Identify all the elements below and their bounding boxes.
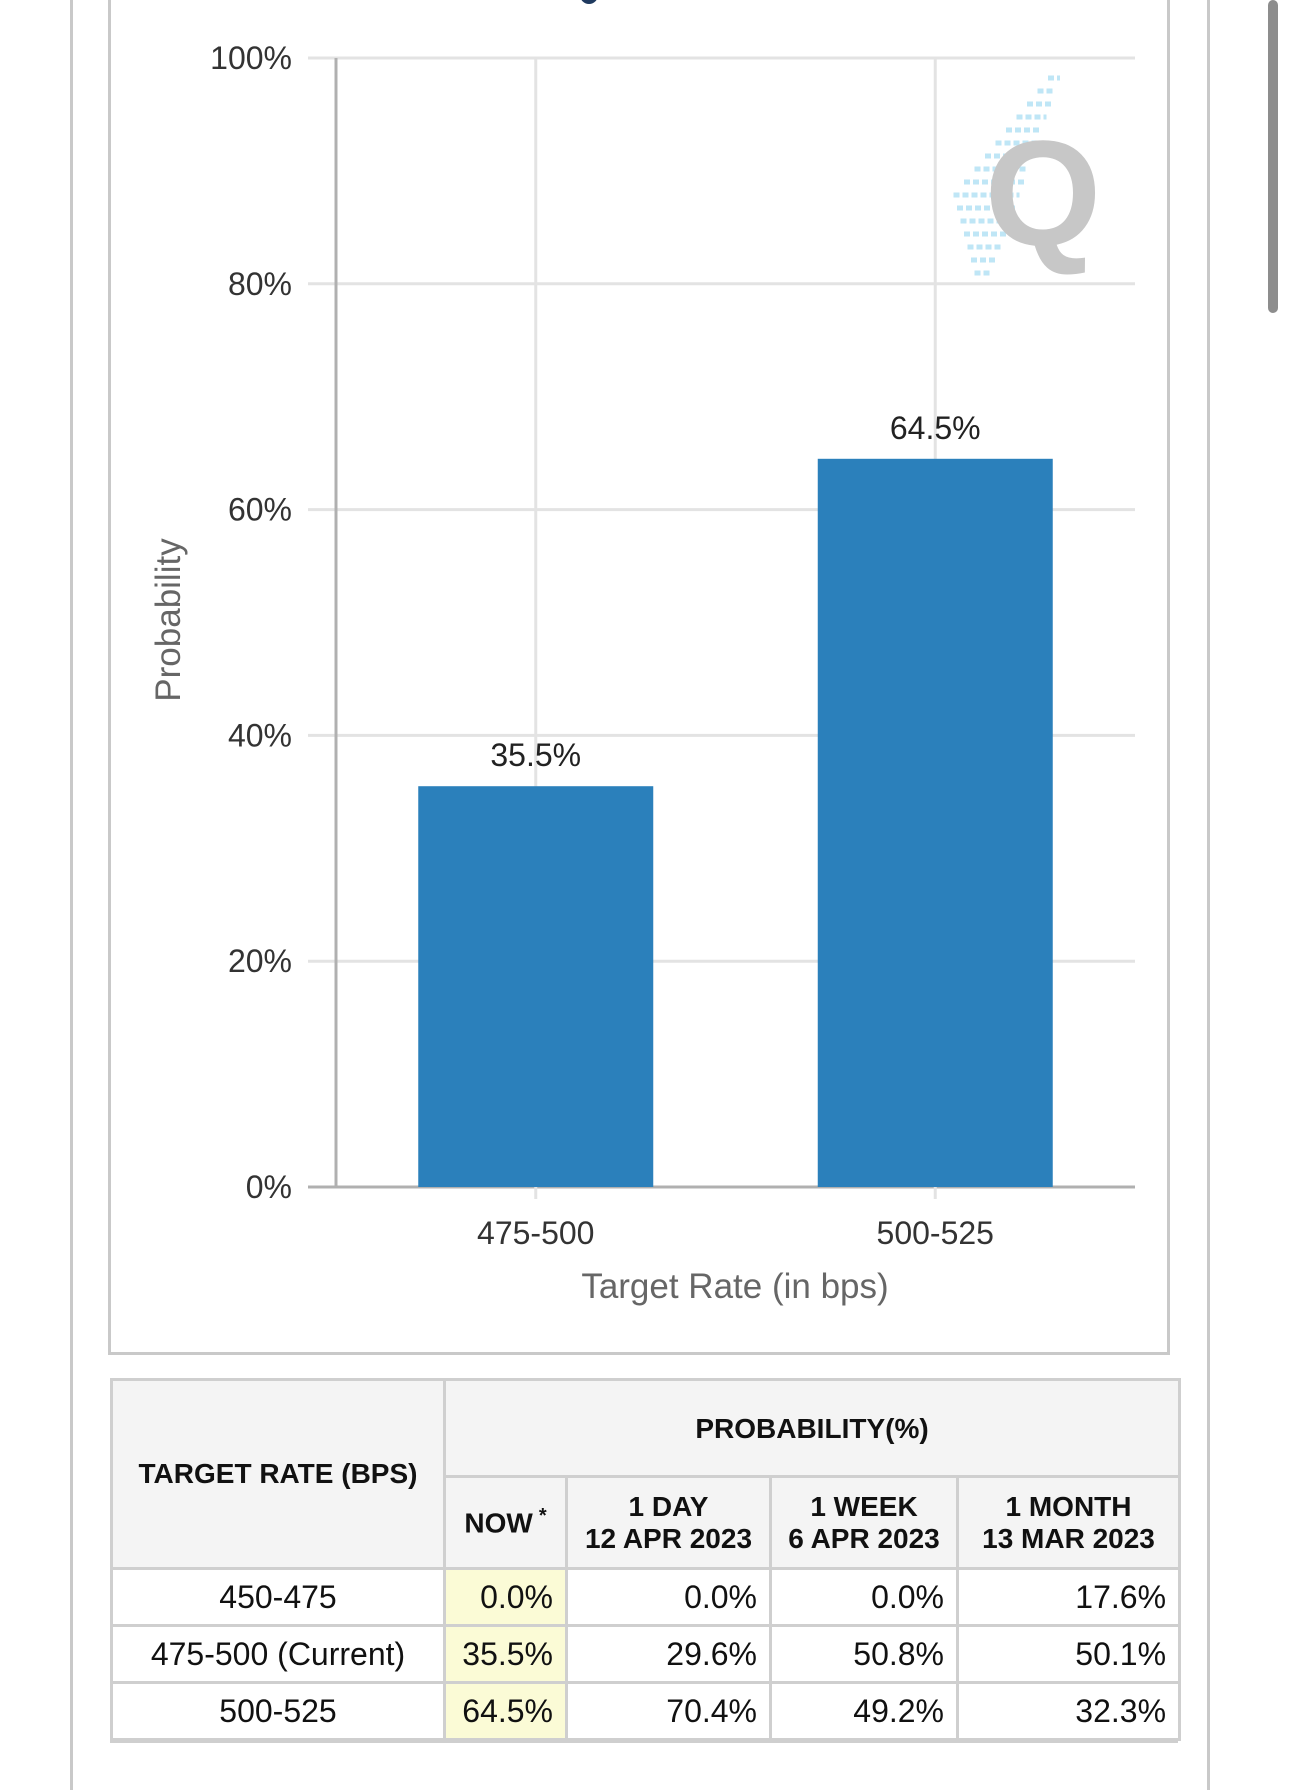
row-1day: 70.4% [565,1681,772,1741]
row-rate: 450-475 [110,1567,446,1627]
row-1week: 49.2% [769,1681,959,1741]
y-tick-label: 100% [210,40,292,76]
table-row: 500-525 64.5% 70.4% 49.2% 32.3% [110,1681,1182,1741]
chart-title-fragment [580,0,598,4]
row-1month: 32.3% [955,1681,1182,1741]
row-now: 64.5% [443,1681,568,1741]
bar-500-525[interactable] [817,458,1053,1187]
x-axis-title: Target Rate (in bps) [581,1267,888,1306]
row-now: 0.0% [443,1567,568,1627]
table-footer-divider [110,1740,1178,1743]
col-1week-header: 1 WEEK 6 APR 2023 [769,1475,959,1570]
bars: 35.5% 64.5% [418,410,1053,1187]
col-1month-header: 1 MONTH 13 MAR 2023 [955,1475,1182,1570]
page-frame [70,0,1210,1790]
row-1day: 29.6% [565,1624,772,1684]
row-rate: 475-500 (Current) [110,1624,446,1684]
bar-data-label: 35.5% [490,737,581,773]
row-1month: 17.6% [955,1567,1182,1627]
svg-text:Q: Q [985,109,1102,277]
row-1month: 50.1% [955,1624,1182,1684]
x-axis-tick-labels: 475-500 500-525 [477,1215,994,1251]
x-tick-label: 500-525 [877,1215,994,1251]
y-tick-label: 20% [228,943,292,979]
bar-data-label: 64.5% [890,410,981,446]
col-now-header: NOW * [443,1475,568,1570]
row-now: 35.5% [443,1624,568,1684]
y-axis-title: Probability [149,538,188,702]
y-tick-label: 40% [228,717,292,753]
y-tick-label: 60% [228,492,292,528]
bar-475-500[interactable] [418,786,654,1187]
quikstrike-watermark-icon: Q [953,75,1102,277]
probability-table: TARGET RATE (BPS) PROBABILITY(%) NOW * 1 … [110,1378,1182,1741]
y-axis-tick-labels: 0% 20% 40% 60% 80% 100% [210,40,292,1205]
probability-bar-chart: Q 35.5% 64.5% 0% 20% 40% 60% 80% 100% 475-500 5… [149,40,1135,1306]
row-1week: 0.0% [769,1567,959,1627]
row-rate: 500-525 [110,1681,446,1741]
row-1week: 50.8% [769,1624,959,1684]
y-tick-label: 80% [228,266,292,302]
x-tick-label: 475-500 [477,1215,594,1251]
probability-header: PROBABILITY(%) [442,1378,1182,1478]
table-row: 475-500 (Current) 35.5% 29.6% 50.8% 50.1… [110,1624,1182,1684]
chart-panel [108,0,1170,1355]
col-1day-header: 1 DAY 12 APR 2023 [565,1475,772,1570]
scrollbar[interactable] [1268,0,1278,313]
row-1day: 0.0% [565,1567,772,1627]
target-rate-header: TARGET RATE (BPS) [110,1378,446,1570]
table-row: 450-475 0.0% 0.0% 0.0% 17.6% [110,1567,1182,1627]
y-tick-label: 0% [246,1169,292,1205]
